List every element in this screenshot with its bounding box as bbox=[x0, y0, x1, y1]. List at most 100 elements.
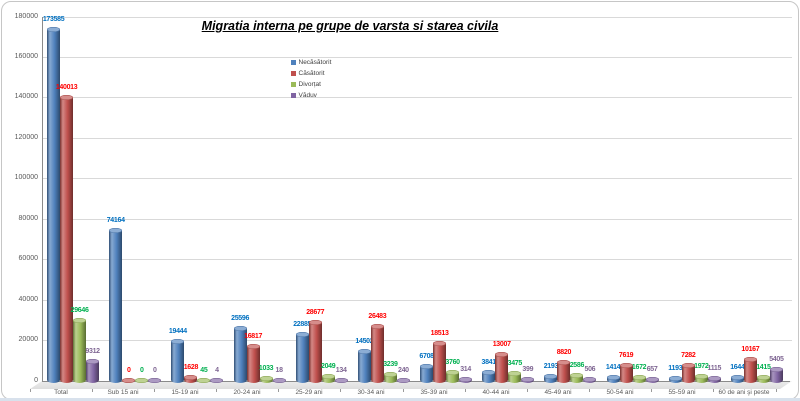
bar-body bbox=[632, 376, 646, 383]
bar-top-face bbox=[47, 27, 61, 32]
bar-body bbox=[570, 374, 584, 383]
x-axis-tick-mark bbox=[92, 389, 93, 392]
bar-top-face bbox=[694, 374, 708, 379]
y-axis-tick-label: 80000 bbox=[18, 215, 38, 222]
x-axis-category-label: 60 de ani şi peste bbox=[718, 389, 770, 396]
bar-series-2 bbox=[184, 374, 198, 383]
bar-series-3 bbox=[570, 372, 584, 383]
bar-top-face bbox=[357, 348, 371, 354]
bar-series-1 bbox=[730, 374, 744, 383]
bar-top-face bbox=[433, 340, 447, 346]
legend-marker-series-4-icon bbox=[291, 93, 296, 98]
bar-series-4 bbox=[769, 367, 783, 383]
data-label-series-2: 13007 bbox=[492, 340, 511, 348]
x-axis-category-label: 35-39 ani bbox=[420, 389, 448, 396]
y-gridline bbox=[42, 17, 792, 18]
legend-label-series-4: Văduv bbox=[298, 92, 317, 99]
bar-series-1 bbox=[233, 326, 247, 383]
bar-series-3 bbox=[508, 371, 522, 383]
bar-top-face bbox=[334, 377, 348, 383]
bar-series-2 bbox=[495, 351, 509, 383]
y-axis-tick-label: 40000 bbox=[18, 296, 38, 303]
legend-item-series-4: Văduv bbox=[291, 90, 331, 101]
bar-top-face bbox=[383, 371, 397, 377]
bar-top-face bbox=[482, 370, 496, 376]
bar-series-3 bbox=[694, 374, 708, 383]
bar-top-face bbox=[619, 362, 633, 368]
bar-series-4 bbox=[210, 378, 224, 383]
data-label-series-4: 9312 bbox=[85, 348, 100, 356]
bar-body bbox=[308, 322, 322, 383]
y-axis-tick-label: 140000 bbox=[14, 93, 38, 100]
bar-body bbox=[295, 333, 309, 383]
x-axis-category-label: Sub 15 ani bbox=[107, 389, 139, 396]
data-label-series-3: 0 bbox=[140, 367, 144, 374]
bar-body bbox=[73, 320, 87, 383]
data-label-series-1: 22885 bbox=[293, 320, 312, 328]
x-axis-category-label: 50-54 ani bbox=[606, 389, 634, 396]
bar-top-face bbox=[171, 338, 185, 344]
data-label-series-1: 6708 bbox=[419, 353, 434, 361]
bar-series-2 bbox=[681, 363, 695, 383]
bar-body bbox=[743, 359, 757, 383]
bar-top-face bbox=[246, 344, 260, 349]
bar-body bbox=[681, 365, 695, 383]
bar-top-face bbox=[557, 360, 571, 366]
bar-top-face bbox=[60, 94, 74, 100]
bar-top-face bbox=[769, 367, 783, 373]
bar-top-face bbox=[495, 351, 509, 357]
bar-body bbox=[109, 230, 123, 383]
bar-body bbox=[357, 350, 371, 383]
bar-series-2 bbox=[743, 357, 757, 383]
bar-series-3 bbox=[632, 374, 646, 383]
y-gridline bbox=[42, 178, 792, 179]
data-label-series-3: 1972 bbox=[694, 363, 709, 370]
data-label-series-2: 18513 bbox=[430, 329, 449, 337]
bar-series-3 bbox=[321, 373, 335, 383]
x-axis-category-label: 40-44 ani bbox=[482, 389, 510, 396]
data-label-series-2: 7282 bbox=[681, 352, 696, 360]
x-axis-tick-mark bbox=[589, 389, 590, 392]
bar-top-face bbox=[570, 372, 584, 378]
bar-series-3 bbox=[73, 318, 87, 383]
x-axis-tick-mark bbox=[527, 389, 528, 392]
data-label-series-2: 16817 bbox=[244, 333, 263, 340]
bar-top-face bbox=[583, 377, 597, 382]
data-label-series-3: 1033 bbox=[258, 364, 274, 372]
bar-series-2 bbox=[246, 344, 260, 383]
plot-floor bbox=[30, 381, 792, 389]
bar-body bbox=[383, 373, 397, 383]
bar-body bbox=[370, 326, 384, 383]
x-axis-category-label: 20-24 ani bbox=[233, 389, 261, 396]
data-label-series-4: 240 bbox=[398, 366, 409, 374]
y-gridline bbox=[42, 219, 792, 220]
x-axis-tick-mark bbox=[713, 389, 714, 392]
x-axis-tick-mark bbox=[403, 389, 404, 392]
bar-top-face bbox=[86, 359, 100, 365]
data-label-series-3: 1415 bbox=[756, 364, 771, 372]
bar-series-1 bbox=[295, 331, 309, 383]
bar-series-2 bbox=[557, 360, 571, 383]
bar-series-4 bbox=[148, 378, 162, 383]
y-gridline bbox=[42, 300, 792, 301]
data-label-series-4: 314 bbox=[460, 366, 471, 374]
bar-top-face bbox=[681, 363, 695, 369]
data-label-series-1: 14502 bbox=[355, 337, 374, 345]
bar-series-1 bbox=[420, 364, 434, 383]
bar-series-2 bbox=[433, 340, 447, 383]
bar-series-2 bbox=[60, 94, 74, 383]
bar-series-4 bbox=[334, 377, 348, 383]
data-label-series-3: 29646 bbox=[70, 307, 89, 314]
bar-series-3 bbox=[756, 375, 770, 383]
bar-body bbox=[544, 375, 558, 383]
bar-top-face bbox=[521, 377, 535, 383]
bar-top-face bbox=[259, 375, 273, 381]
bar-series-4 bbox=[521, 377, 535, 383]
bar-body bbox=[60, 96, 74, 383]
data-label-series-1: 1414 bbox=[605, 364, 621, 372]
data-label-series-2: 1628 bbox=[183, 363, 199, 371]
x-axis-category-label: Total bbox=[54, 389, 68, 396]
bar-body bbox=[420, 366, 434, 383]
bar-series-1 bbox=[47, 27, 61, 383]
